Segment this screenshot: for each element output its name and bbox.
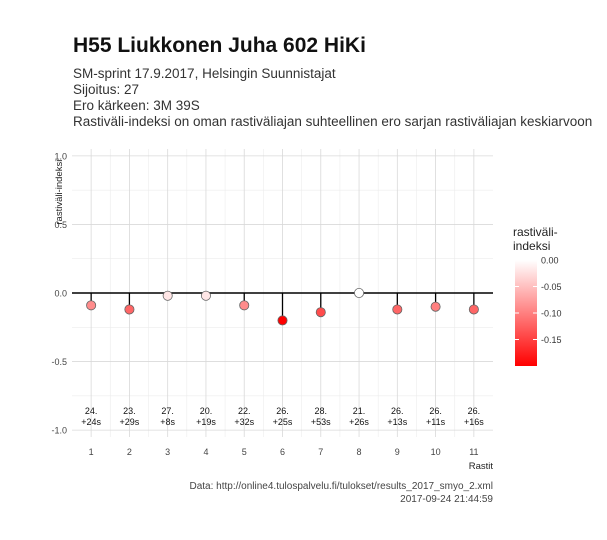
point-label-diff: +13s: [387, 417, 407, 427]
point-label-diff: +19s: [196, 417, 216, 427]
y-tick-label: 1.0: [54, 151, 67, 161]
data-point: [430, 301, 441, 312]
x-tick-label: 4: [203, 447, 208, 457]
point-label-diff: +8s: [160, 417, 175, 427]
y-tick-label: 0.5: [54, 220, 67, 230]
legend-title-line2: indeksi: [513, 239, 550, 253]
legend-tick-label: -0.10: [541, 309, 562, 319]
point-label-rank: 24.: [85, 406, 98, 416]
x-tick-label: 10: [431, 447, 441, 457]
subtitle-event: SM-sprint 17.9.2017, Helsingin Suunnista…: [73, 66, 336, 81]
point-label-diff: +29s: [120, 417, 140, 427]
data-source-caption: Data: http://online4.tulospalvelu.fi/tul…: [189, 481, 493, 492]
point-label-rank: 28.: [315, 406, 328, 416]
data-point: [392, 304, 403, 315]
data-point: [315, 307, 326, 318]
x-tick-label: 2: [127, 447, 132, 457]
data-point: [354, 287, 365, 298]
timestamp-caption: 2017-09-24 21:44:59: [400, 494, 493, 505]
point-label-diff: +53s: [311, 417, 331, 427]
data-point: [200, 290, 211, 301]
point-label-diff: +32s: [234, 417, 254, 427]
data-point: [86, 300, 97, 311]
data-point: [468, 304, 479, 315]
x-tick-label: 9: [395, 447, 400, 457]
y-axis-title: rastiväli-indeksi: [54, 160, 65, 225]
y-tick-label: -0.5: [51, 357, 67, 367]
data-point: [124, 304, 135, 315]
legend-title-line1: rastiväli-: [513, 225, 558, 239]
x-tick-label: 3: [165, 447, 170, 457]
point-label-rank: 20.: [200, 406, 213, 416]
x-tick-label: 11: [469, 447, 478, 457]
point-label-rank: 26.: [276, 406, 289, 416]
y-tick-label: -1.0: [51, 426, 67, 436]
x-tick-label: 8: [357, 447, 362, 457]
legend-colorbar: [515, 260, 537, 366]
legend-tick-label: -0.15: [541, 335, 562, 345]
subtitle-description: Rastiväli-indeksi on oman rastiväliajan …: [73, 114, 593, 129]
legend-tick-label: -0.05: [541, 282, 562, 292]
x-axis-title: Rastit: [469, 461, 494, 472]
point-label-rank: 27.: [161, 406, 174, 416]
point-label-rank: 21.: [353, 406, 366, 416]
point-label-rank: 26.: [429, 406, 442, 416]
point-label-diff: +24s: [81, 417, 101, 427]
point-label-rank: 26.: [468, 406, 481, 416]
data-point: [277, 315, 288, 326]
point-label-diff: +25s: [273, 417, 293, 427]
x-tick-label: 6: [280, 447, 285, 457]
x-tick-label: 7: [318, 447, 323, 457]
point-label-rank: 26.: [391, 406, 404, 416]
x-tick-label: 1: [89, 447, 94, 457]
chart-title: H55 Liukkonen Juha 602 HiKi: [73, 34, 366, 57]
subtitle-rank: Sijoitus: 27: [73, 82, 140, 97]
point-label-diff: +11s: [426, 417, 446, 427]
point-label-rank: 22.: [238, 406, 251, 416]
point-label-rank: 23.: [123, 406, 136, 416]
legend-tick-label: 0.00: [541, 256, 559, 266]
data-point: [162, 290, 173, 301]
y-tick-label: 0.0: [54, 289, 67, 299]
data-point: [239, 300, 250, 311]
point-label-diff: +26s: [349, 417, 369, 427]
x-tick-label: 5: [242, 447, 247, 457]
point-label-diff: +16s: [464, 417, 484, 427]
subtitle-gap: Ero kärkeen: 3M 39S: [73, 98, 200, 113]
